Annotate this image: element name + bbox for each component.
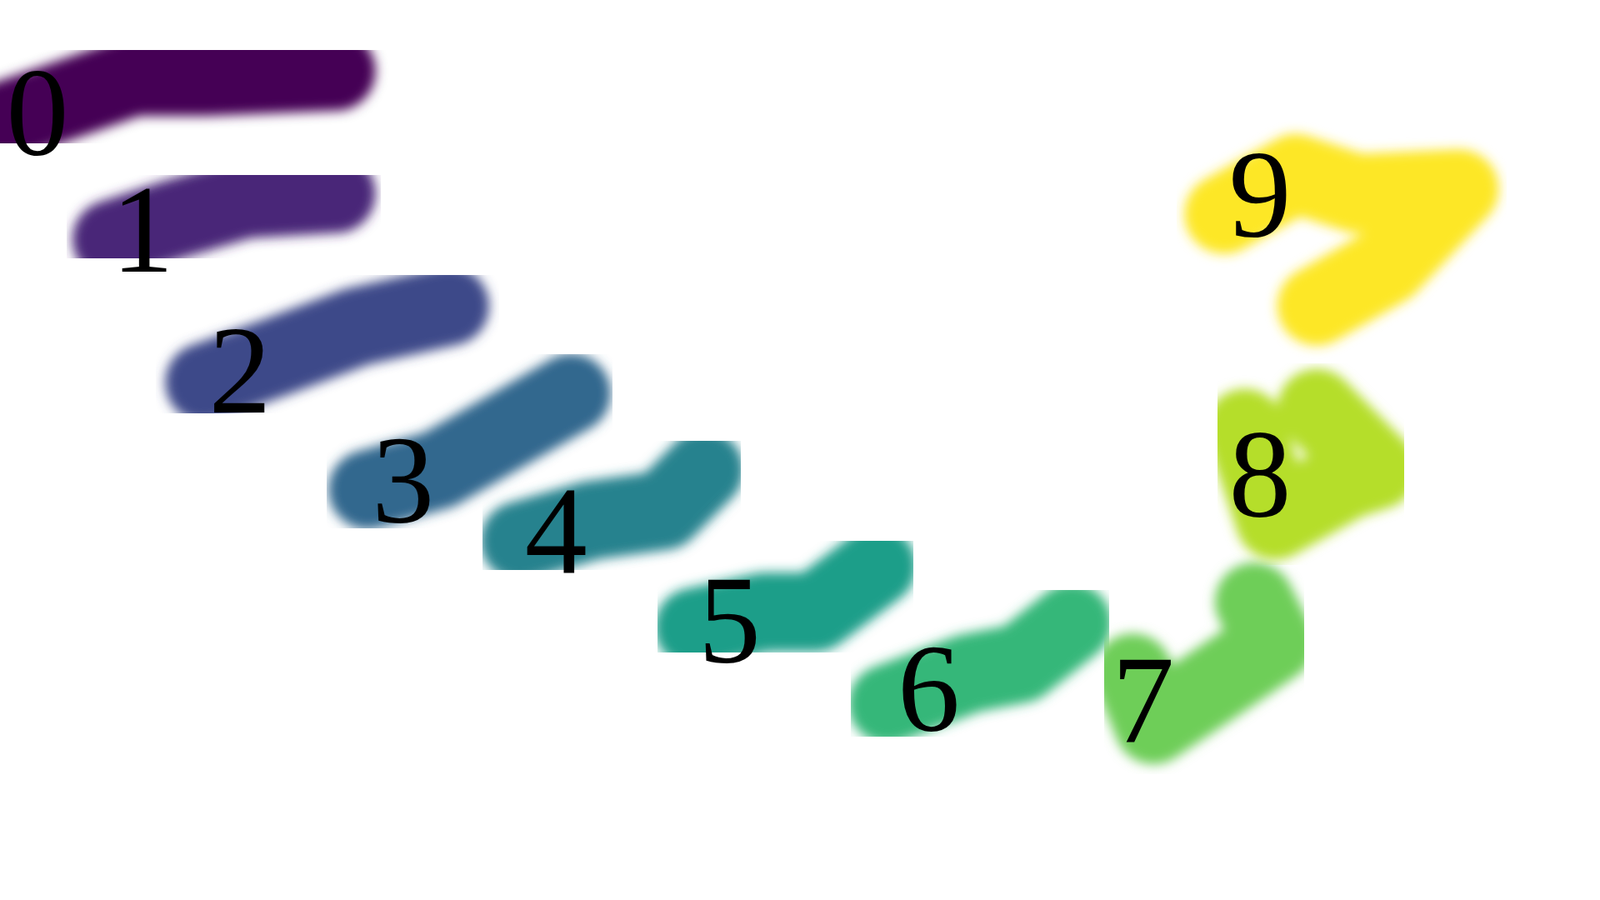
cluster-label: 2 (209, 300, 272, 440)
labels: 0123456 78 9 (6, 43, 1292, 769)
plot-area (0, 70, 1460, 725)
cluster-label: 8 (1229, 405, 1292, 544)
cluster-label: 6 (897, 619, 960, 758)
cluster-label: 0 (6, 43, 70, 182)
chart: 0123456 78 9 (0, 0, 1600, 900)
cluster-label: 1 (110, 160, 174, 299)
cluster-label: 3 (371, 410, 435, 550)
cluster-label: 4 (525, 461, 588, 600)
cluster-label: 7 (1111, 630, 1175, 769)
cluster-label: 9 (1229, 125, 1292, 264)
cluster-label: 5 (698, 550, 761, 690)
